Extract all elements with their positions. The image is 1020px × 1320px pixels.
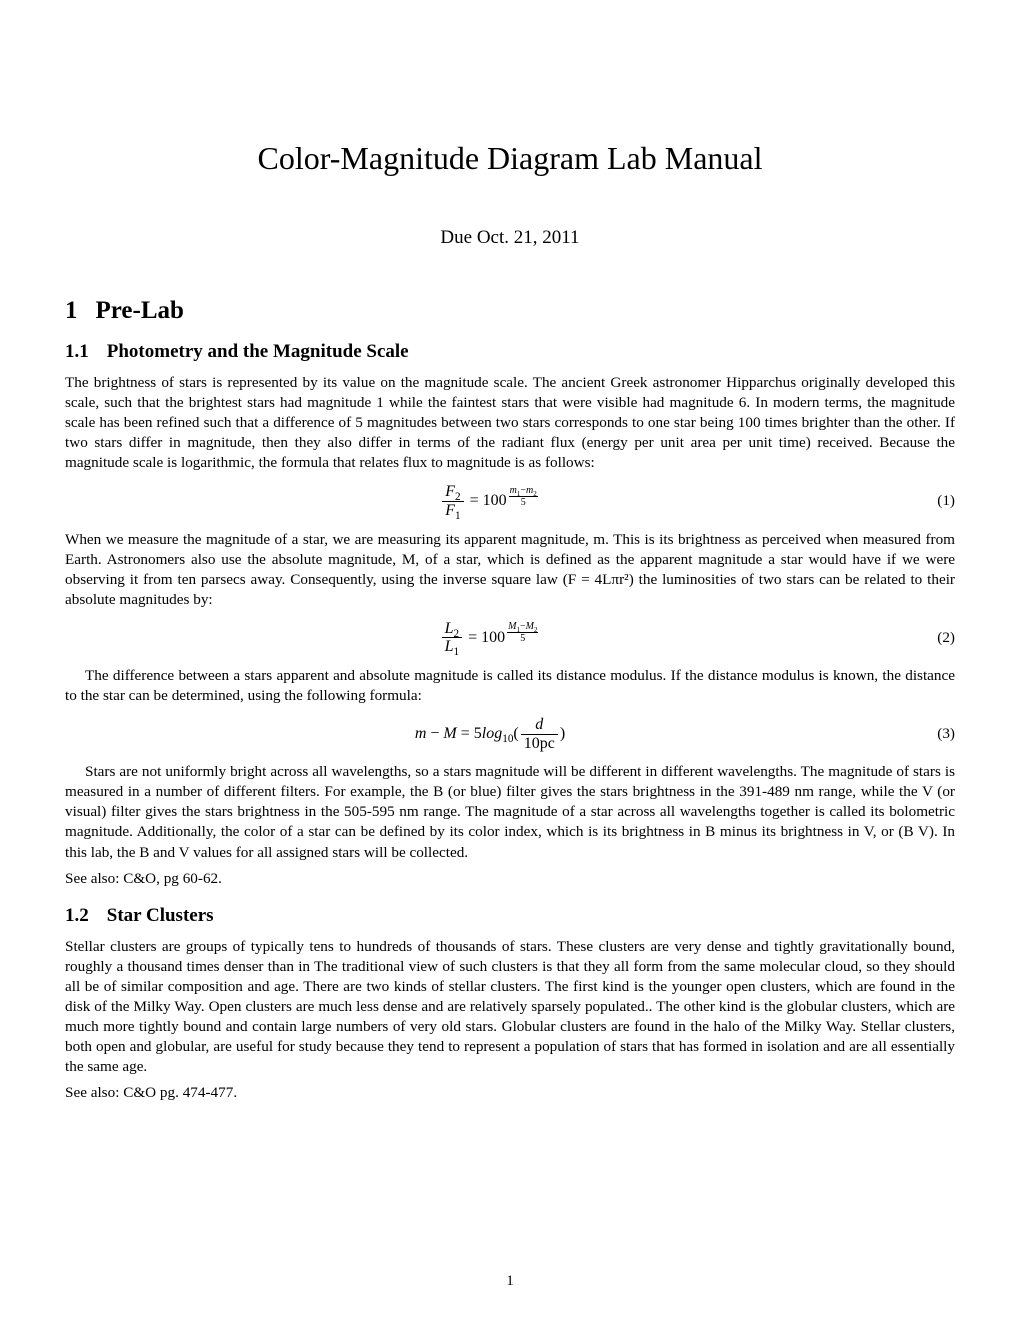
- equation-1-body: F2F1 = 100m1−m25: [65, 483, 915, 519]
- equation-3-body: m − M = 5log10(d10pc): [65, 716, 915, 752]
- subsection-number: 1.1: [65, 341, 89, 362]
- document-title: Color-Magnitude Diagram Lab Manual: [65, 140, 955, 177]
- subsection-heading-1-1: 1.1 Photometry and the Magnitude Scale: [65, 341, 955, 363]
- equation-2-body: L2L1 = 100M1−M25: [65, 620, 915, 656]
- equation-2-number: (2): [915, 629, 955, 647]
- section-number: 1: [65, 297, 78, 324]
- subsection-number: 1.2: [65, 905, 89, 926]
- equation-1: F2F1 = 100m1−m25 (1): [65, 483, 955, 519]
- paragraph-1-1-4: Stars are not uniformly bright across al…: [65, 762, 955, 862]
- due-date: Due Oct. 21, 2011: [65, 227, 955, 249]
- equation-3: m − M = 5log10(d10pc) (3): [65, 716, 955, 752]
- page: Color-Magnitude Diagram Lab Manual Due O…: [0, 0, 1020, 1320]
- section-title: Pre-Lab: [96, 297, 184, 324]
- paragraph-1-1-2: When we measure the magnitude of a star,…: [65, 530, 955, 610]
- paragraph-1-1-3: The difference between a stars apparent …: [65, 666, 955, 706]
- subsection-title: Star Clusters: [107, 905, 214, 926]
- see-also-1-2: See also: C&O pg. 474-477.: [65, 1083, 955, 1103]
- equation-2: L2L1 = 100M1−M25 (2): [65, 620, 955, 656]
- paragraph-1-2-1: Stellar clusters are groups of typically…: [65, 937, 955, 1077]
- page-number: 1: [0, 1273, 1020, 1290]
- section-heading-1: 1 Pre-Lab: [65, 297, 955, 325]
- subsection-title: Photometry and the Magnitude Scale: [107, 341, 409, 362]
- paragraph-1-1-1: The brightness of stars is represented b…: [65, 373, 955, 473]
- subsection-heading-1-2: 1.2 Star Clusters: [65, 905, 955, 927]
- equation-3-number: (3): [915, 725, 955, 743]
- equation-1-number: (1): [915, 492, 955, 510]
- see-also-1-1: See also: C&O, pg 60-62.: [65, 869, 955, 889]
